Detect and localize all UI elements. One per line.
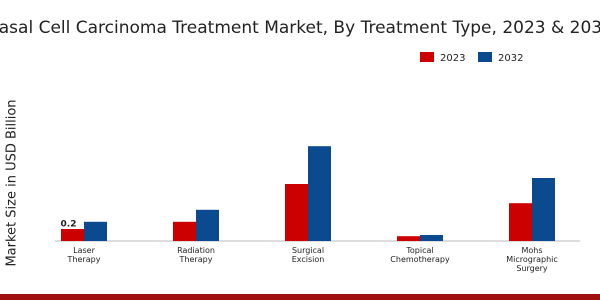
bar	[173, 221, 196, 241]
legend-label: 2023	[440, 53, 465, 64]
x-tick-label: Surgical Excision	[291, 246, 325, 264]
x-tick-label: Laser Therapy	[67, 246, 101, 264]
bar	[285, 184, 308, 241]
legend-swatch	[478, 52, 492, 62]
x-tick-label: Mohs Micrographic Surgery	[506, 246, 558, 273]
bar	[308, 146, 331, 241]
bar	[420, 235, 443, 241]
bar	[532, 178, 555, 241]
chart-title: Basal Cell Carcinoma Treatment Market, B…	[0, 18, 600, 38]
bar	[84, 221, 107, 241]
x-tick-label: Radiation Therapy	[177, 246, 215, 264]
footer-stripe	[0, 294, 600, 300]
x-tick-label: Topical Chemotherapy	[390, 246, 450, 264]
legend-swatch	[420, 52, 434, 62]
bar	[61, 229, 84, 241]
legend-label: 2032	[498, 53, 523, 64]
bar	[509, 203, 532, 241]
bar	[397, 236, 420, 241]
y-axis-label: Market Size in USD Billion	[5, 99, 20, 266]
data-label: 0.2	[61, 220, 77, 230]
bar	[196, 209, 219, 241]
